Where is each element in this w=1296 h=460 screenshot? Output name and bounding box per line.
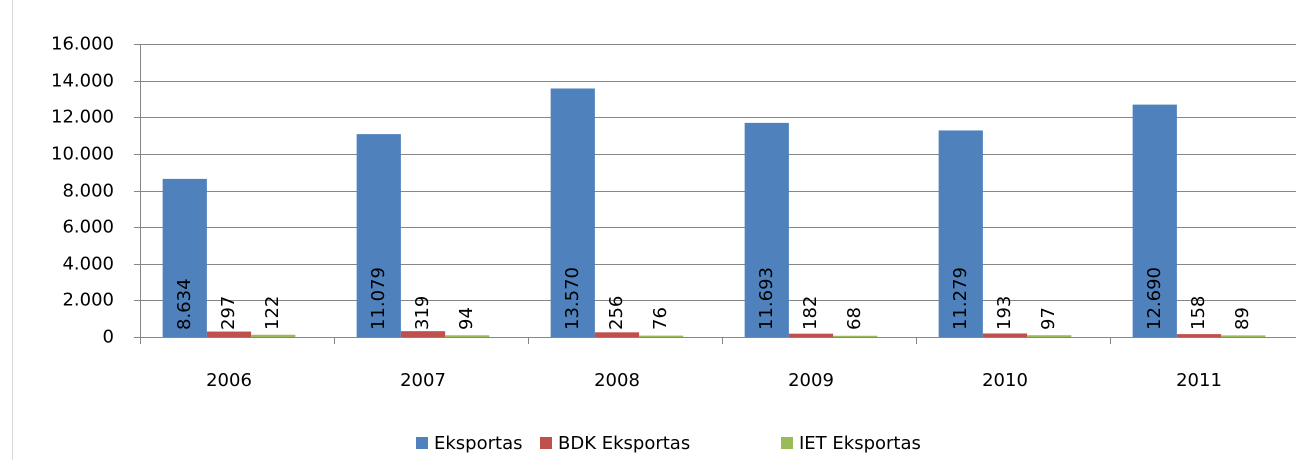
legend-label: IET Eksportas bbox=[799, 433, 921, 454]
x-tick-label: 2010 bbox=[982, 370, 1028, 391]
bar bbox=[445, 335, 490, 337]
data-label: 11.693 bbox=[756, 267, 777, 330]
y-tick-label: 8.000 bbox=[62, 181, 114, 202]
bar bbox=[400, 331, 446, 337]
data-label: 158 bbox=[1188, 296, 1209, 330]
legend-swatch bbox=[540, 437, 552, 449]
bar bbox=[356, 134, 401, 337]
x-tick-label: 2007 bbox=[400, 370, 446, 391]
bar bbox=[251, 334, 296, 337]
data-label: 182 bbox=[800, 296, 821, 330]
bar bbox=[162, 178, 207, 337]
data-label: 11.079 bbox=[368, 267, 389, 330]
bar bbox=[639, 335, 684, 337]
data-label: 11.279 bbox=[950, 267, 971, 330]
data-label: 319 bbox=[412, 296, 433, 330]
data-label: 13.570 bbox=[562, 267, 583, 330]
bar bbox=[206, 331, 252, 337]
y-tick-label: 12.000 bbox=[51, 107, 114, 128]
legend-label: Eksportas bbox=[434, 433, 522, 454]
data-label: 297 bbox=[218, 296, 239, 330]
bar bbox=[1176, 334, 1222, 337]
bar bbox=[938, 130, 983, 337]
bar bbox=[982, 333, 1028, 337]
x-tick-label: 2008 bbox=[594, 370, 640, 391]
y-tick-label: 16.000 bbox=[51, 34, 114, 55]
data-label: 94 bbox=[456, 307, 477, 330]
bar bbox=[788, 333, 834, 337]
y-tick-label: 2.000 bbox=[62, 290, 114, 311]
y-tick-label: 14.000 bbox=[51, 71, 114, 92]
bar bbox=[594, 332, 640, 337]
bar bbox=[550, 88, 595, 337]
bar bbox=[833, 335, 878, 337]
data-label: 8.634 bbox=[174, 278, 195, 330]
data-label: 193 bbox=[994, 296, 1015, 330]
x-tick-label: 2009 bbox=[788, 370, 834, 391]
data-label: 122 bbox=[262, 296, 283, 330]
y-tick-label: 0 bbox=[103, 327, 114, 348]
data-label: 12.690 bbox=[1144, 267, 1165, 330]
data-label: 256 bbox=[606, 296, 627, 330]
legend-swatch bbox=[781, 437, 793, 449]
legend-label: BDK Eksportas bbox=[558, 433, 690, 454]
y-tick-label: 10.000 bbox=[51, 144, 114, 165]
data-label: 97 bbox=[1038, 307, 1059, 330]
bar bbox=[1221, 335, 1266, 337]
data-label: 89 bbox=[1232, 307, 1253, 330]
bar bbox=[1027, 335, 1072, 337]
y-tick-label: 4.000 bbox=[62, 254, 114, 275]
x-tick-label: 2011 bbox=[1176, 370, 1222, 391]
x-tick-label: 2006 bbox=[206, 370, 252, 391]
legend-swatch bbox=[416, 437, 428, 449]
bar bbox=[1132, 104, 1177, 337]
bar bbox=[744, 122, 789, 337]
data-label: 68 bbox=[844, 307, 865, 330]
y-tick-label: 6.000 bbox=[62, 217, 114, 238]
data-label: 76 bbox=[650, 307, 671, 330]
